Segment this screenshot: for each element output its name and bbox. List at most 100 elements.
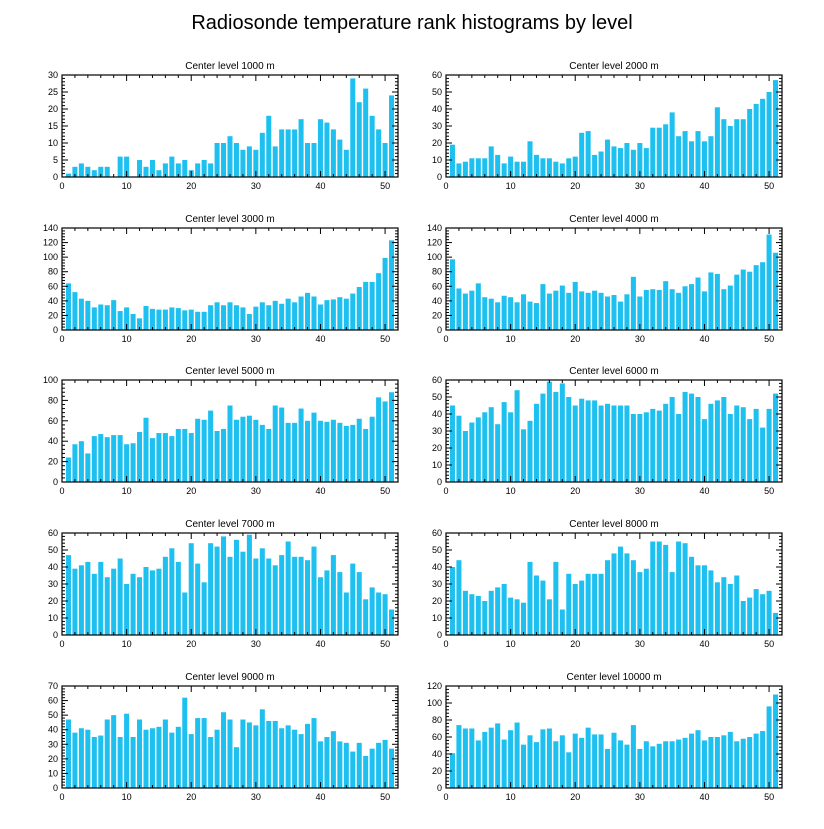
bar	[330, 731, 336, 788]
bar	[656, 541, 662, 635]
bar	[91, 737, 97, 788]
bar	[188, 433, 194, 482]
bar	[637, 296, 643, 330]
bar	[214, 546, 220, 635]
bar	[663, 124, 669, 177]
x-tick-label: 50	[764, 486, 774, 496]
bar	[650, 408, 656, 482]
bar	[369, 281, 375, 330]
y-tick-label: 70	[48, 681, 58, 691]
bar	[747, 737, 753, 788]
bar	[540, 393, 546, 482]
bar	[343, 149, 349, 177]
panel-title: Center level 9000 m	[185, 672, 275, 683]
bar	[111, 435, 117, 482]
bar	[708, 136, 714, 177]
bar	[104, 719, 110, 788]
bar	[585, 131, 591, 177]
bar	[592, 400, 598, 482]
bar	[279, 407, 285, 482]
bar	[98, 735, 104, 788]
bar	[689, 141, 695, 177]
bar	[337, 139, 343, 177]
bar	[143, 166, 149, 177]
bar	[708, 737, 714, 788]
bar	[188, 734, 194, 788]
bar	[285, 541, 291, 635]
bar	[195, 311, 201, 330]
x-tick-label: 10	[122, 334, 132, 344]
x-tick-label: 30	[635, 486, 645, 496]
y-tick-label: 50	[48, 545, 58, 555]
bar	[566, 397, 572, 482]
bar	[382, 739, 388, 788]
bar	[521, 744, 527, 788]
bar	[143, 567, 149, 635]
bar	[663, 403, 669, 482]
x-tick-label: 40	[699, 792, 709, 802]
bar	[253, 306, 259, 330]
bar	[734, 741, 740, 788]
bar	[233, 747, 239, 788]
y-tick-label: 20	[48, 457, 58, 467]
bar	[356, 287, 362, 330]
bar	[579, 398, 585, 482]
y-tick-label: 25	[48, 87, 58, 97]
bar	[585, 573, 591, 635]
bar	[311, 143, 317, 177]
bar	[462, 590, 468, 635]
bar	[208, 410, 214, 482]
y-tick-label: 30	[432, 121, 442, 131]
bar	[669, 572, 675, 635]
x-tick-label: 50	[380, 486, 390, 496]
bar	[111, 300, 117, 330]
bar	[98, 434, 104, 482]
bar	[382, 257, 388, 330]
y-tick-label: 15	[48, 121, 58, 131]
bar	[343, 592, 349, 635]
y-tick-label: 100	[43, 252, 58, 262]
bar	[760, 731, 766, 788]
bar	[734, 119, 740, 177]
bar	[317, 577, 323, 635]
x-tick-label: 50	[380, 181, 390, 191]
bar	[669, 397, 675, 482]
panel-title: Center level 7000 m	[185, 519, 275, 530]
y-tick-label: 0	[437, 172, 442, 182]
bar	[760, 594, 766, 635]
bar	[292, 729, 298, 788]
x-tick-label: 40	[315, 792, 325, 802]
bar	[656, 289, 662, 330]
bar	[598, 151, 604, 177]
bar	[559, 383, 565, 482]
x-tick-label: 20	[570, 486, 580, 496]
bar	[117, 558, 123, 635]
x-tick-label: 0	[59, 334, 64, 344]
bar	[572, 156, 578, 177]
bar	[317, 420, 323, 482]
bar	[343, 425, 349, 482]
bar	[195, 563, 201, 635]
y-tick-label: 20	[48, 310, 58, 320]
y-tick-label: 60	[48, 696, 58, 706]
panel-10: Center level 10000 m 0 10 20 30 40 50 0 20 40 60 80…	[427, 672, 783, 802]
bar	[760, 427, 766, 482]
bar	[104, 166, 110, 177]
bar	[369, 748, 375, 788]
bar	[643, 289, 649, 330]
bar	[456, 560, 462, 635]
bar	[747, 271, 753, 330]
bar	[695, 277, 701, 330]
bar	[169, 732, 175, 788]
bar	[305, 420, 311, 482]
bar	[65, 555, 71, 635]
bar	[343, 742, 349, 788]
y-tick-label: 10	[432, 613, 442, 623]
bar	[233, 419, 239, 482]
bar	[259, 132, 265, 177]
bar	[65, 719, 71, 788]
bar	[624, 294, 630, 330]
panel-7: Center level 7000 m 0 10 20 30 40 50 0 10 20 30 40 5…	[48, 519, 399, 649]
bar	[488, 146, 494, 177]
bar	[740, 119, 746, 177]
